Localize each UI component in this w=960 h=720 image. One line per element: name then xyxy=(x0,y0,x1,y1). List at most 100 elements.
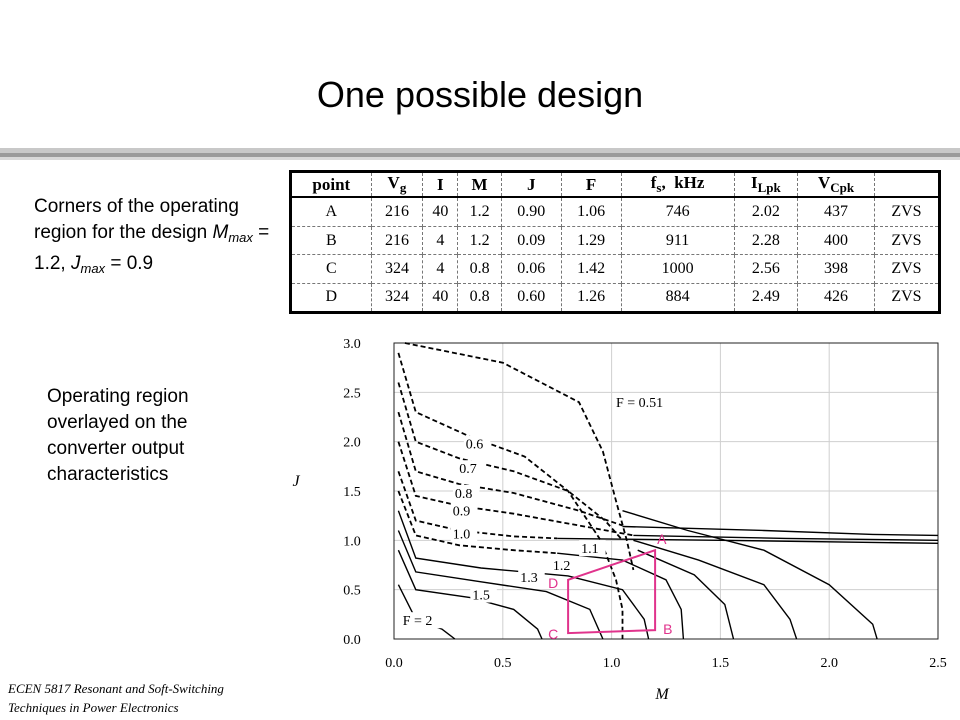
col-j: J xyxy=(500,173,562,198)
characteristic-curve xyxy=(397,510,650,640)
table-cell: 1.2 xyxy=(457,197,502,227)
j-subscript: max xyxy=(80,261,106,276)
table-cell: 0.06 xyxy=(500,254,562,284)
x-tick-label: 0.0 xyxy=(385,656,403,671)
y-tick-label: 3.0 xyxy=(343,337,361,352)
table-row: D 324 40 0.8 0.60 1.26 884 2.49 426 ZVS xyxy=(292,282,938,311)
characteristic-curve xyxy=(397,471,558,540)
curve-label-bg xyxy=(579,540,606,557)
curve-label: 1.1 xyxy=(581,542,599,557)
table-cell: 1.42 xyxy=(560,254,622,284)
curve-label-bg xyxy=(463,435,491,452)
m-symbol: M xyxy=(212,222,229,243)
table-cell: 2.49 xyxy=(733,282,798,311)
curve-label: 0.7 xyxy=(459,462,477,477)
table-cell: 746 xyxy=(620,197,735,227)
characteristic-curve xyxy=(397,441,634,537)
characteristic-curve xyxy=(557,537,939,544)
corners-description: Corners of the operating region for the … xyxy=(34,194,284,282)
characteristic-curve xyxy=(397,352,624,639)
curve-label: F = 2 xyxy=(403,614,433,629)
table-cell: 426 xyxy=(797,282,875,311)
characteristic-curve xyxy=(633,539,798,640)
table-cell: ZVS xyxy=(873,282,938,311)
x-tick-label: 1.5 xyxy=(712,656,730,671)
table-cell: 4 xyxy=(422,254,458,284)
col-fs: fs, kHz xyxy=(620,173,735,198)
x-tick-label: 2.5 xyxy=(929,656,947,671)
table-row: A 216 40 1.2 0.90 1.06 746 2.02 437 ZVS xyxy=(292,197,938,227)
characteristic-curve xyxy=(397,584,456,640)
table-cell: 1.2 xyxy=(457,225,502,255)
characteristic-curve xyxy=(557,552,685,640)
title-divider-dark xyxy=(0,153,960,157)
table-cell: D xyxy=(292,282,372,311)
corners-table: point Vg I M J F fs, kHz ILpk VCpk A 216 4… xyxy=(289,170,941,314)
operating-point-label: A xyxy=(657,531,667,547)
col-mode xyxy=(873,173,938,198)
table-cell: 1.26 xyxy=(560,282,622,311)
characteristic-curve xyxy=(622,525,939,537)
y-tick-label: 0.5 xyxy=(343,584,361,599)
output-characteristics-chart: 0.0 0.5 1.0 1.5 2.0 2.5 0.0 0.5 1.0 1.5 2.0 2.5 3.0 M… xyxy=(292,337,947,703)
x-tick-label: 0.5 xyxy=(494,656,512,671)
curve-label-bg xyxy=(400,612,443,629)
operating-point-label: D xyxy=(548,575,558,591)
table-cell: ZVS xyxy=(873,225,938,255)
curve-label: 0.9 xyxy=(453,505,471,520)
table-cell: 2.28 xyxy=(733,225,798,255)
table-cell: 324 xyxy=(370,254,423,284)
table-row: B 216 4 1.2 0.09 1.29 911 2.28 400 ZVS xyxy=(292,225,938,255)
corners-text-2: = 1.2, xyxy=(34,222,270,274)
table-cell: 884 xyxy=(620,282,735,311)
footer-line-1: ECEN 5817 Resonant and Soft-Switching xyxy=(8,681,224,696)
characteristic-curve xyxy=(637,549,735,640)
curve-label: 1.5 xyxy=(472,589,490,604)
table-cell: 216 xyxy=(370,197,423,227)
operating-point-label: C xyxy=(548,626,558,642)
table-cell: 0.8 xyxy=(457,282,502,311)
table-cell: 1000 xyxy=(620,254,735,284)
y-tick-label: 0.0 xyxy=(343,633,361,648)
characteristic-curve xyxy=(397,490,558,555)
curve-label: 1.2 xyxy=(553,559,571,574)
plot-frame xyxy=(393,342,939,640)
title-divider xyxy=(0,148,960,153)
col-m: M xyxy=(457,173,502,198)
footer-line-2: Techniques in Power Electronics xyxy=(8,700,179,715)
table-cell: B xyxy=(292,225,372,255)
slide-title: One possible design xyxy=(316,74,644,115)
table-cell: 911 xyxy=(620,225,735,255)
characteristic-curve xyxy=(397,530,604,640)
table-cell: 437 xyxy=(797,197,875,227)
corners-text-3: = 0.9 xyxy=(105,253,154,274)
m-subscript: max xyxy=(228,230,253,245)
col-vg: Vg xyxy=(370,173,423,198)
table-cell: 400 xyxy=(797,225,875,255)
curve-label: 1.3 xyxy=(520,571,538,586)
table-cell: ZVS xyxy=(873,197,938,227)
col-point: point xyxy=(292,173,372,198)
table-cell: 4 xyxy=(422,225,458,255)
operating-point-label: B xyxy=(663,621,672,637)
table-cell: 216 xyxy=(370,225,423,255)
y-tick-label: 1.5 xyxy=(343,485,361,500)
title-divider-light xyxy=(0,157,960,160)
table-cell: 40 xyxy=(422,282,458,311)
characteristic-curve xyxy=(397,411,623,527)
table-cell: 1.29 xyxy=(560,225,622,255)
table-cell: 40 xyxy=(422,197,458,227)
table-row: C 324 4 0.8 0.06 1.42 1000 2.56 398 ZVS xyxy=(292,254,938,284)
col-vcpk: VCpk xyxy=(797,173,875,198)
table-cell: 0.60 xyxy=(500,282,562,311)
operating-region xyxy=(567,548,657,635)
col-i: I xyxy=(422,173,458,198)
x-tick-label: 1.0 xyxy=(603,656,621,671)
table-cell: 0.8 xyxy=(457,254,502,284)
table-cell: 0.90 xyxy=(500,197,562,227)
characteristic-curve xyxy=(397,549,543,640)
characteristic-curve xyxy=(622,510,878,640)
curve-label-bg xyxy=(450,502,478,519)
table-cell: C xyxy=(292,254,372,284)
j-symbol: J xyxy=(70,253,81,274)
